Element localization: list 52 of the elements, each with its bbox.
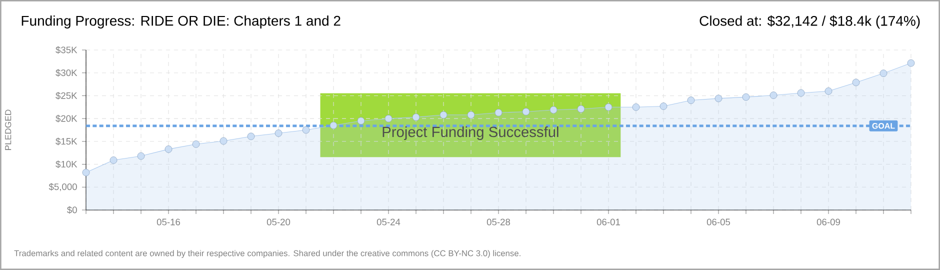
point [632,103,640,111]
point [907,59,915,67]
point [247,132,255,140]
point [330,122,338,130]
y-tick-label: $35K [56,46,78,54]
y-axis-title: PLEDGED [5,110,12,150]
x-tick-label: 05-24 [376,218,400,226]
point [384,114,392,122]
point [550,106,558,114]
x-tick-label: 06-05 [706,218,730,226]
point [880,70,888,77]
x-tick-label: 05-20 [266,218,290,226]
chart-title: Funding Progress: RIDE OR DIE: Chapters 1 and 2 [22,15,340,29]
y-tick-label: $15K [56,138,78,146]
point [137,152,145,160]
x-tick-label: 06-09 [816,218,840,226]
x-tick-label: 06-01 [596,218,620,226]
point [494,108,502,116]
point [714,94,722,102]
y-tick-label: $5,000 [48,183,77,192]
y-tick-label: $10K [56,160,78,168]
annotation: Project Funding Successful [382,126,558,140]
point [660,102,668,110]
point [824,87,832,95]
point [742,93,750,101]
point [687,96,695,104]
point [302,126,310,134]
point [164,146,172,153]
point [852,78,860,86]
point [797,89,805,97]
point [522,108,530,116]
point [604,103,612,111]
point [110,156,118,164]
point [274,130,282,137]
chart-subtitle: Closed at: $32,142 / $18.4k (174%) [700,15,920,29]
x-tick-label: 05-28 [486,218,510,226]
point [440,111,448,119]
point [412,114,420,121]
point [770,92,778,99]
y-tick-label: $0 [67,206,77,214]
y-tick-label: $20K [56,114,78,122]
y-tick-label: $30K [56,69,78,77]
ref-line-label: GOAL [872,123,895,129]
point [467,111,475,119]
point [357,117,365,125]
x-tick-label: 05-16 [156,218,180,226]
text: Trademarks and related content are owned by their respective companies. Shared under the creative commons (CC BY-NC 3.0) license. [14,250,520,258]
point [577,105,585,113]
point [220,137,228,145]
y-tick-label: $25K [56,92,78,100]
point [192,140,200,148]
point [82,168,90,176]
